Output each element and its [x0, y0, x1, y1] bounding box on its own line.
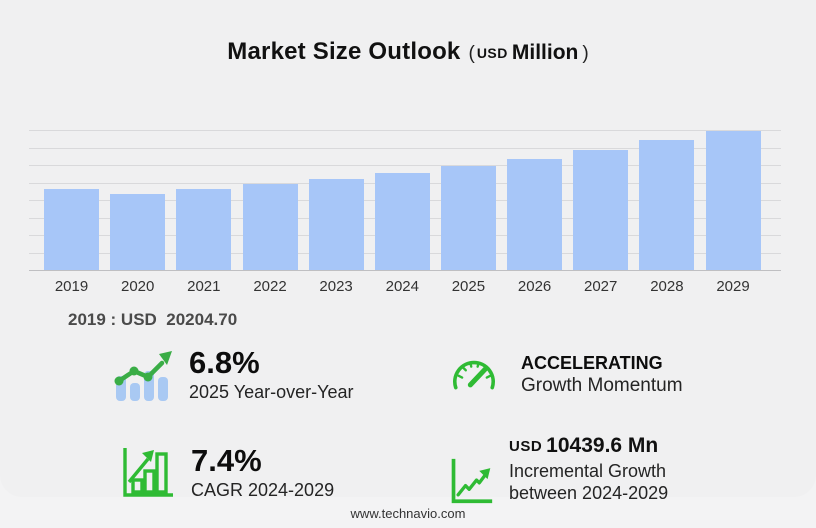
bar-chart-trend-up-icon — [114, 351, 172, 401]
footer: www.technavio.com — [0, 506, 816, 521]
cagr-value: 7.4% — [191, 443, 262, 478]
x-tick-label-2028: 2028 — [650, 278, 684, 295]
bar-chart — [29, 130, 781, 271]
x-tick-label-2020: 2020 — [121, 278, 155, 295]
technavio-link[interactable]: www.technavio.com — [350, 506, 466, 521]
bar-2024 — [374, 172, 430, 270]
speedometer-icon — [453, 360, 495, 390]
stat-cagr: 7.4% CAGR 2024-2029 — [120, 444, 334, 501]
bar-2026 — [507, 159, 563, 270]
x-tick-label-2025: 2025 — [451, 278, 486, 295]
incremental-label-line2: between 2024-2029 — [509, 483, 669, 503]
bar-2019 — [44, 189, 99, 270]
cagr-label: CAGR 2024-2029 — [191, 480, 335, 500]
title-paren-open: ( — [468, 43, 475, 64]
x-tick-label-2021: 2021 — [187, 278, 221, 295]
x-tick-label-2022: 2022 — [253, 278, 287, 295]
bar-2027 — [573, 150, 629, 270]
title-paren-close: ) — [582, 43, 589, 64]
incremental-value: USD 10439.6 Mn — [509, 434, 668, 458]
bar-2022 — [242, 184, 298, 270]
growth-bars-arrow-icon — [123, 448, 173, 497]
incremental-currency: USD — [509, 438, 543, 455]
x-axis-baseline — [29, 270, 781, 271]
x-tick-label-2023: 2023 — [319, 278, 353, 295]
incremental-amount: 10439.6 Mn — [546, 434, 659, 457]
bar-2028 — [639, 140, 695, 270]
x-tick-label-2026: 2026 — [517, 278, 552, 295]
stat-yoy: 6.8% 2025 Year-over-Year — [112, 346, 353, 404]
gridline — [29, 165, 781, 166]
page-title: Market Size Outlook (USD Million) — [0, 38, 816, 66]
x-tick-label-2029: 2029 — [716, 278, 750, 295]
momentum-heading: ACCELERATING — [521, 353, 663, 373]
bar-2020 — [110, 194, 166, 270]
line-chart-arrow-icon — [451, 458, 493, 504]
momentum-sub: Growth Momentum — [521, 375, 683, 396]
stat-momentum: ACCELERATING Growth Momentum — [448, 352, 683, 398]
gridline — [29, 130, 781, 131]
incremental-label-line1: Incremental Growth — [509, 461, 667, 481]
infographic-card: Market Size Outlook(USD Million) 2019 2020… — [0, 38, 816, 504]
bar-2021 — [176, 189, 232, 270]
yoy-label: 2025 Year-over-Year — [189, 382, 354, 402]
bar-2025 — [440, 166, 496, 270]
x-tick-label-2024: 2024 — [385, 278, 419, 295]
x-tick-label-2027: 2027 — [584, 278, 618, 295]
yoy-value: 6.8% — [189, 345, 260, 380]
bar-2029 — [705, 130, 761, 270]
bar-2023 — [308, 179, 364, 270]
title-main: Market Size Outlook — [227, 38, 461, 65]
title-currency: USD — [476, 45, 508, 61]
x-tick-label-2019: 2019 — [54, 278, 89, 295]
stat-incremental: USD 10439.6 Mn Incremental Growth between… — [448, 434, 668, 507]
gridline — [29, 147, 781, 149]
base-year-value: 2019 : USD 20204.70 — [68, 310, 238, 329]
title-unit: Million — [511, 41, 579, 64]
